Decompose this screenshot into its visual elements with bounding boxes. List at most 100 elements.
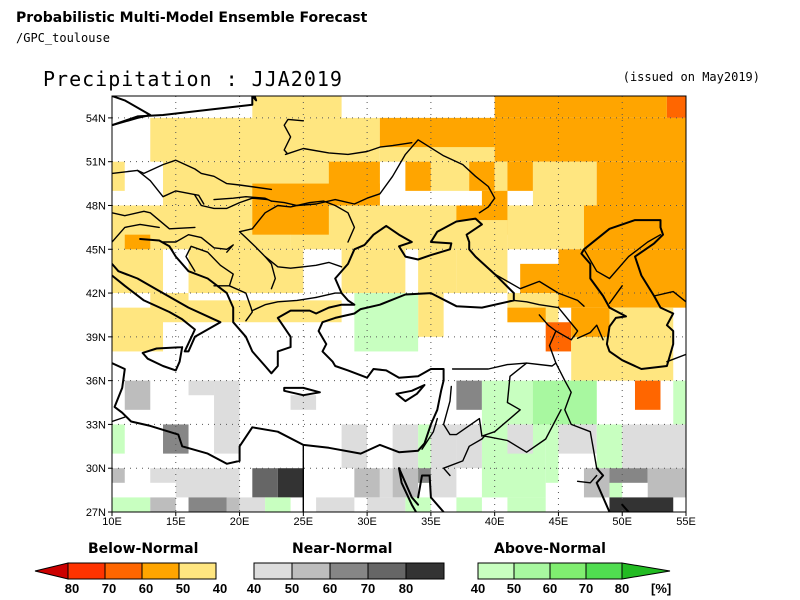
probability-cell: [430, 161, 470, 191]
coastline: [112, 96, 254, 127]
legend-above-arrow: [621, 562, 671, 580]
legend-near-tick: 50: [285, 581, 299, 596]
probability-cell: [226, 497, 240, 512]
lon-tick-label: 45E: [549, 516, 569, 528]
border-line: [421, 417, 438, 450]
lon-tick-label: 30E: [357, 516, 377, 528]
border-line: [136, 169, 205, 205]
coastline: [141, 346, 184, 372]
probability-cell: [622, 424, 686, 469]
probability-cell: [392, 424, 419, 469]
coastline: [580, 219, 675, 370]
probability-cell: [150, 117, 380, 162]
legend-near-tick: 40: [247, 581, 261, 596]
coastline: [251, 96, 258, 102]
border-line: [442, 438, 483, 477]
probability-cell: [175, 468, 240, 498]
map-frame: [111, 95, 687, 513]
legend-near-swatch: [291, 562, 331, 580]
probability-cell: [430, 468, 457, 498]
probability-cell: [647, 468, 686, 498]
border-line: [112, 159, 273, 191]
lon-tick-label: 15E: [166, 516, 186, 528]
probability-cell: [507, 161, 533, 191]
probability-cell: [609, 497, 674, 512]
probability-cell: [163, 424, 189, 454]
probability-cell: [609, 468, 648, 483]
lat-tick-label: 27N: [86, 507, 106, 519]
probability-cell: [214, 424, 240, 454]
legend-above-tick: 70: [579, 581, 593, 596]
legend-above-tick: 50: [507, 581, 521, 596]
probability-cell: [596, 161, 686, 206]
border-line: [112, 223, 160, 243]
probability-cell: [418, 249, 457, 294]
probability-cell: [634, 380, 661, 410]
probability-cell: [430, 424, 457, 469]
border-line: [238, 200, 356, 243]
probability-cell: [456, 497, 482, 512]
probability-cell: [507, 497, 546, 512]
probability-cell: [456, 380, 482, 410]
legend-near-tick: 70: [361, 581, 375, 596]
lat-tick-label: 39N: [86, 332, 106, 344]
border-line: [608, 285, 623, 304]
probability-cell: [277, 468, 304, 498]
lat-tick-label: 45N: [86, 244, 106, 256]
probability-cell: [112, 307, 164, 352]
coastline: [398, 467, 420, 506]
border-line: [666, 353, 686, 363]
probability-cell: [354, 468, 380, 498]
probability-cell: [265, 497, 291, 512]
legend-below-tick: 60: [139, 581, 153, 596]
probability-cell: [494, 96, 667, 118]
probability-cell: [507, 424, 533, 454]
probability-cell: [558, 424, 597, 454]
legend-above-tick: 40: [471, 581, 485, 596]
border-line: [264, 255, 343, 269]
lat-tick-label: 48N: [86, 200, 106, 212]
legend-unit-label: [%]: [651, 581, 671, 596]
legend-below-tick: 50: [176, 581, 190, 596]
border-line: [213, 285, 254, 322]
lat-tick-label: 30N: [86, 463, 106, 475]
legend-near-swatch: [405, 562, 445, 580]
probability-cell: [507, 205, 584, 250]
lon-tick-label: 55E: [676, 516, 696, 528]
border-line: [442, 362, 528, 437]
border-line: [494, 273, 585, 307]
probability-cell: [456, 249, 508, 294]
probability-cell: [252, 205, 329, 235]
coastline: [398, 467, 418, 512]
probability-cell: [673, 380, 686, 425]
legend-below-swatch: [141, 562, 180, 580]
probability-cell: [150, 468, 176, 483]
figure-title: Probabilistic Multi-Model Ensemble Forec…: [16, 10, 368, 26]
probability-cell: [405, 161, 431, 191]
legend-above-tick: 80: [615, 581, 629, 596]
coastline: [395, 384, 426, 403]
legend-below-arrow: [34, 562, 69, 580]
probability-cell: [188, 380, 215, 396]
border-line: [185, 245, 234, 287]
probability-cell: [532, 380, 597, 425]
legend-below-tick: 40: [213, 581, 227, 596]
lon-tick-label: 25E: [294, 516, 314, 528]
border-line: [576, 324, 604, 341]
border-line: [194, 194, 269, 210]
border-line: [162, 233, 234, 253]
lat-tick-label: 54N: [86, 113, 106, 125]
lat-tick-label: 33N: [86, 419, 106, 431]
legend-above-swatch: [477, 562, 515, 580]
border-line: [251, 296, 317, 312]
probability-cell: [188, 497, 227, 512]
probability-cell: [545, 424, 559, 483]
legend-above-swatch: [585, 562, 623, 580]
probability-cell: [520, 263, 559, 294]
legend-below-swatch: [104, 562, 143, 580]
coastline: [112, 217, 515, 465]
probability-cell: [341, 424, 368, 469]
border-line: [270, 139, 496, 214]
coastline: [112, 96, 152, 127]
axis-ticks: 10E 15E 20E 25E 30E 35E 40E 45E 50E 55E 27N 30N 33N 3…: [86, 113, 696, 528]
